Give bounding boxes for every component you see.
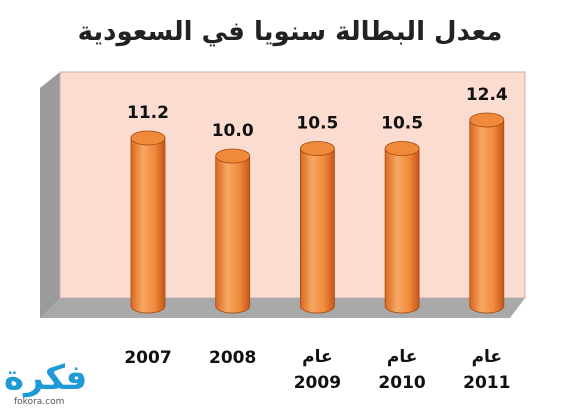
value-label: 10.0 bbox=[212, 121, 254, 141]
cylinder-body bbox=[300, 148, 335, 314]
cylinder-top bbox=[384, 141, 420, 156]
x-tick-label: 2007 bbox=[124, 348, 172, 368]
floor bbox=[40, 298, 525, 318]
x-tick-label: عام 2011 bbox=[463, 347, 511, 393]
bar bbox=[215, 148, 251, 314]
x-tick-label: 2008 bbox=[209, 348, 257, 368]
cylinder-body bbox=[469, 119, 505, 314]
bar bbox=[384, 141, 420, 314]
cylinder-top bbox=[215, 148, 251, 164]
cylinder-body bbox=[384, 148, 420, 314]
bar bbox=[469, 112, 505, 314]
x-tick-label: عام 2009 bbox=[293, 347, 342, 393]
value-label: 12.4 bbox=[466, 85, 508, 105]
cylinder-top bbox=[299, 141, 335, 156]
bar bbox=[130, 130, 166, 314]
value-label: 10.5 bbox=[381, 114, 423, 134]
bar bbox=[299, 141, 335, 314]
cylinder-body bbox=[130, 137, 166, 314]
cylinder-top bbox=[130, 130, 166, 146]
cylinder-top bbox=[469, 112, 505, 128]
x-tick-label: عام 2010 bbox=[378, 347, 426, 393]
value-label: 10.5 bbox=[296, 114, 338, 134]
cylinder-body bbox=[215, 155, 251, 314]
value-label: 11.2 bbox=[127, 103, 169, 123]
chart-title: معدل البطالة سنويا في السعودية bbox=[78, 17, 503, 47]
watermark-url: fokora.com bbox=[14, 397, 65, 407]
watermark: فكرة bbox=[4, 358, 88, 398]
